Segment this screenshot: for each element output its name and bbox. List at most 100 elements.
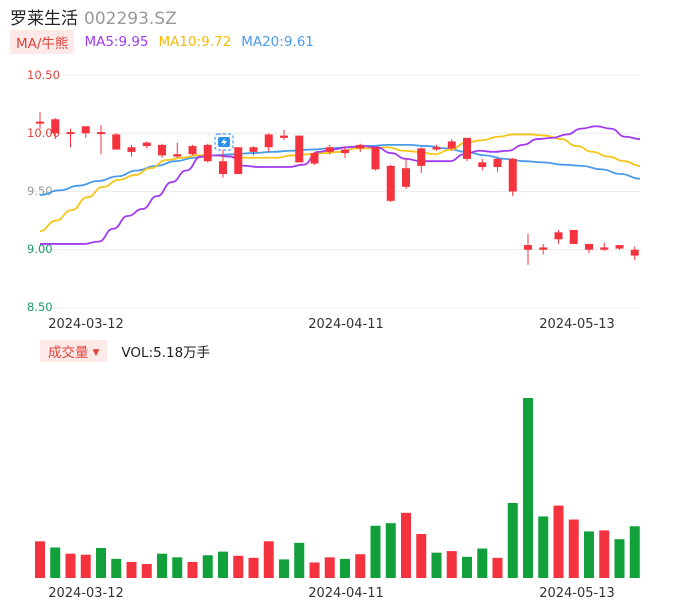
volume-bar — [492, 557, 503, 578]
candle-body — [463, 137, 471, 159]
volume-bar — [80, 554, 91, 578]
candlestick — [371, 147, 380, 171]
volume-bar — [614, 539, 625, 578]
candle-body — [51, 119, 60, 134]
candle-body — [127, 147, 136, 152]
candlestick — [325, 144, 334, 155]
candlestick — [524, 233, 532, 265]
stock-name: 罗莱生活 — [10, 9, 78, 29]
candlestick — [295, 135, 304, 163]
candle-body — [539, 247, 548, 250]
candlestick — [112, 133, 121, 150]
candle-body — [585, 243, 593, 250]
candlestick — [341, 146, 349, 158]
candle-body — [112, 134, 121, 150]
date-axis-labels: 2024-03-12 2024-04-11 2024-05-13 2024-03… — [48, 317, 615, 601]
volume-bar — [584, 531, 594, 578]
candle-body — [356, 144, 365, 149]
volume-bar — [553, 505, 564, 578]
candle-body — [81, 126, 90, 134]
ma5-readout: MA5:9.95 — [84, 34, 149, 50]
candlesticks — [36, 112, 639, 265]
candle-body — [173, 154, 182, 157]
candlestick — [600, 242, 609, 251]
volume-bar — [294, 542, 305, 578]
candle-body — [417, 148, 426, 166]
volume-bar — [523, 398, 533, 578]
volume-bar — [340, 558, 350, 578]
candle-body — [249, 147, 258, 152]
volume-bar — [324, 557, 335, 578]
candlestick — [310, 151, 319, 165]
volume-bar — [599, 530, 610, 578]
candlestick — [447, 139, 456, 151]
volume-bar — [35, 541, 45, 578]
candle-body — [341, 149, 349, 154]
lightning-badge-icon[interactable] — [214, 133, 234, 151]
volume-indicator-dropdown[interactable]: 成交量 ▼ — [40, 340, 108, 362]
candlestick — [51, 118, 60, 140]
caret-down-icon: ▼ — [92, 348, 100, 358]
volume-bar — [279, 559, 289, 578]
candlestick — [142, 141, 151, 149]
y-tick-label: 9.50 — [27, 184, 53, 198]
candle-body — [97, 132, 105, 135]
candlestick — [386, 164, 395, 202]
volume-bar — [629, 526, 640, 578]
candle-body — [402, 168, 410, 187]
candlestick — [280, 129, 288, 141]
candlestick — [478, 158, 487, 171]
candle-body — [264, 134, 273, 148]
volume-bar — [187, 561, 198, 578]
volume-bar — [248, 557, 259, 578]
volume-bar — [172, 557, 183, 578]
candlestick — [493, 156, 502, 172]
volume-bar — [96, 548, 106, 578]
candle-body — [371, 147, 380, 170]
candle-body — [524, 245, 532, 250]
candlestick — [188, 144, 197, 156]
candlestick — [173, 142, 182, 158]
candle-body — [508, 158, 517, 192]
volume-bar — [538, 516, 549, 578]
candlestick — [615, 245, 624, 250]
candlestick — [356, 143, 365, 152]
volume-bar — [416, 534, 427, 578]
candle-body — [325, 147, 334, 152]
ma20-readout: MA20:9.61 — [241, 34, 314, 50]
candlestick — [569, 229, 578, 244]
volume-bar — [309, 562, 320, 578]
candlestick — [234, 147, 243, 175]
candlestick — [127, 144, 136, 157]
x-tick-label: 2024-05-13 — [539, 317, 615, 332]
ma-toggle-button[interactable]: MA/牛熊 — [10, 30, 75, 54]
volume-bar — [370, 525, 381, 578]
volume-bar — [50, 547, 61, 578]
candle-body — [66, 132, 75, 135]
candle-body — [600, 247, 609, 250]
y-tick-label: 8.50 — [27, 300, 53, 314]
volume-bar — [141, 564, 152, 578]
candlestick — [158, 143, 166, 158]
volume-bar — [462, 556, 472, 578]
volume-bar — [401, 512, 411, 578]
volume-bar — [431, 552, 442, 578]
stock-code: 002293.SZ — [84, 9, 177, 29]
candle-body — [295, 135, 304, 163]
candle-body — [493, 158, 502, 168]
x-tick-label: 2024-03-12 — [48, 586, 124, 601]
volume-bar — [65, 553, 76, 578]
candlestick — [249, 146, 258, 156]
volume-readout: VOL:5.18万手 — [121, 345, 211, 361]
candlestick — [508, 157, 517, 197]
candlestick — [630, 246, 639, 261]
candle-body — [447, 141, 456, 149]
price-axis-labels: 10.50 10.00 9.50 9.00 8.50 — [27, 68, 60, 314]
volume-bar — [507, 503, 518, 578]
x-tick-label: 2024-04-11 — [308, 317, 384, 332]
candle-body — [203, 144, 212, 162]
candle-body — [386, 165, 395, 201]
x-tick-label: 2024-03-12 — [48, 317, 124, 332]
candlestick — [554, 229, 563, 244]
